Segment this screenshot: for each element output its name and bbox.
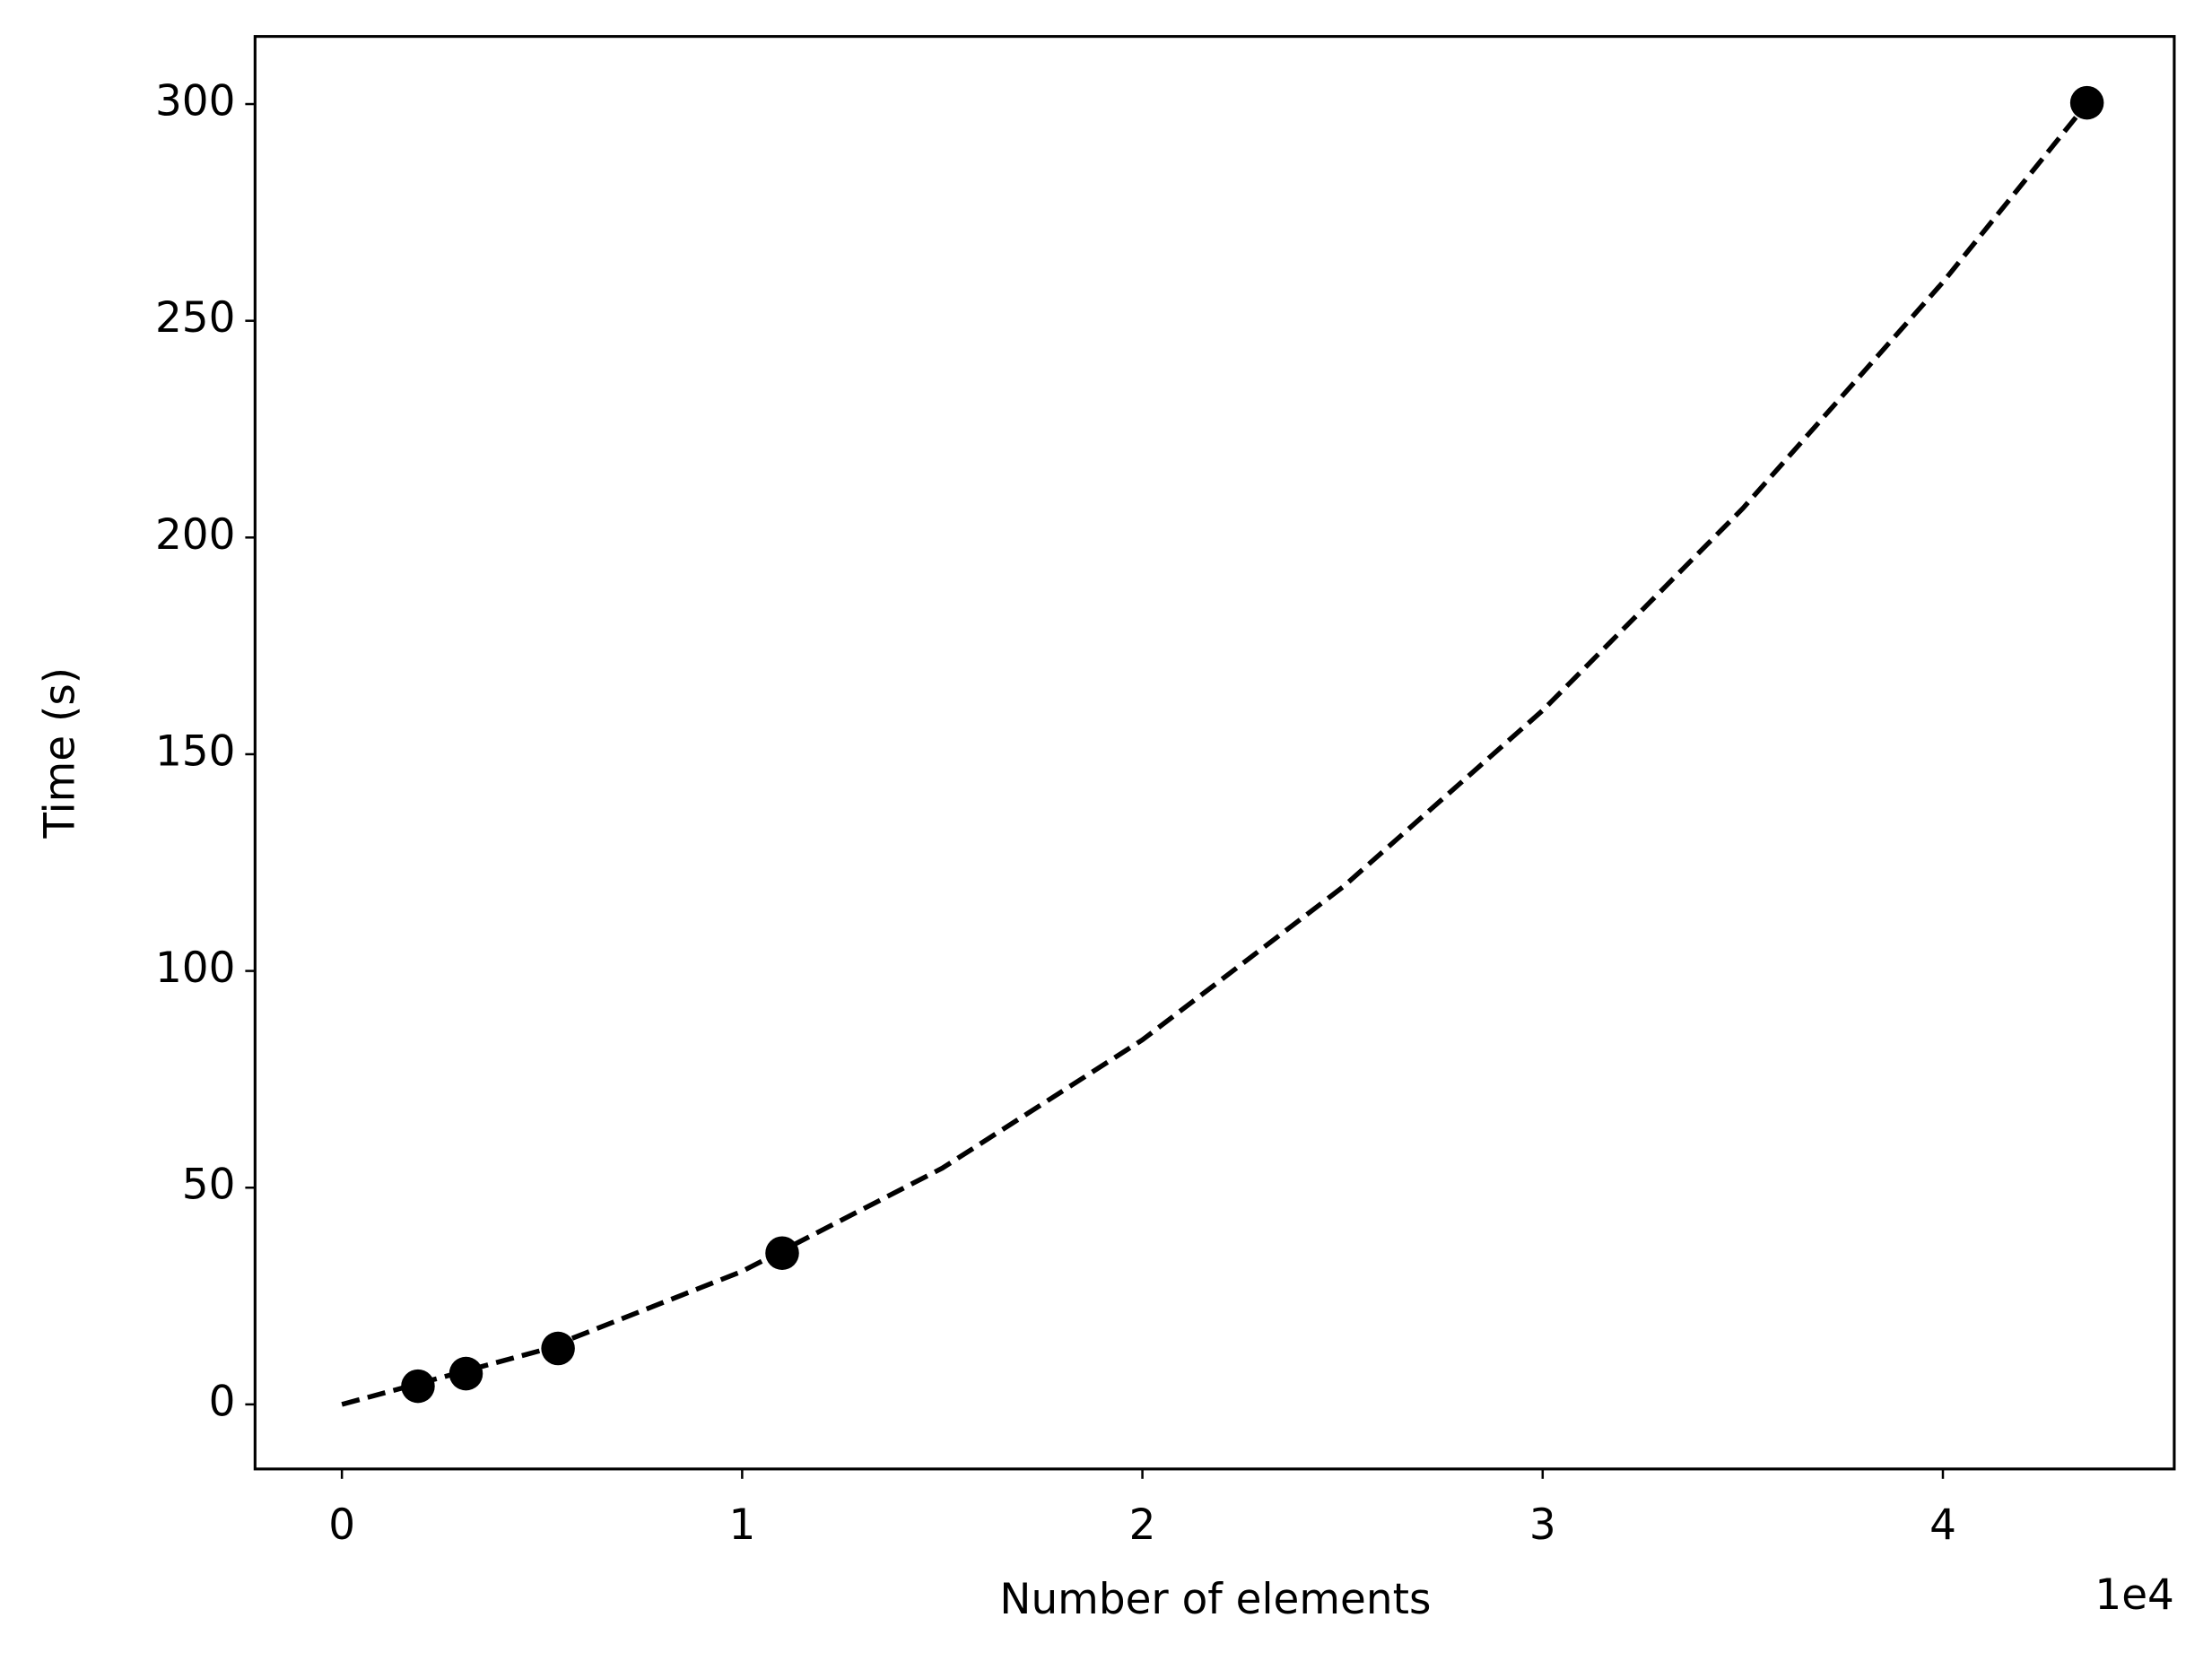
y-tick-label: 100 bbox=[155, 944, 235, 993]
x-tick-label: 3 bbox=[1529, 1500, 1556, 1550]
y-axis-label: Time (s) bbox=[36, 667, 85, 839]
x-scale-label: 1e4 bbox=[2094, 1570, 2173, 1620]
x-axis-label: Number of elements bbox=[999, 1575, 1431, 1624]
plot-frame bbox=[253, 35, 2176, 1471]
y-tick-label: 150 bbox=[155, 726, 235, 776]
x-tick-label: 0 bbox=[328, 1500, 355, 1550]
fit-line bbox=[341, 101, 2089, 1407]
y-tick-label: 200 bbox=[155, 510, 235, 560]
data-point bbox=[2069, 85, 2104, 120]
y-tick-label: 0 bbox=[209, 1377, 236, 1426]
y-tick-label: 50 bbox=[182, 1161, 236, 1210]
x-tick-label: 2 bbox=[1129, 1500, 1156, 1550]
y-tick-label: 300 bbox=[155, 77, 235, 126]
data-point bbox=[448, 1356, 483, 1391]
x-tick-label: 1 bbox=[728, 1500, 755, 1550]
data-point bbox=[401, 1369, 435, 1404]
x-tick-label: 4 bbox=[1929, 1500, 1956, 1550]
y-tick-label: 250 bbox=[155, 293, 235, 343]
data-point bbox=[541, 1331, 575, 1366]
